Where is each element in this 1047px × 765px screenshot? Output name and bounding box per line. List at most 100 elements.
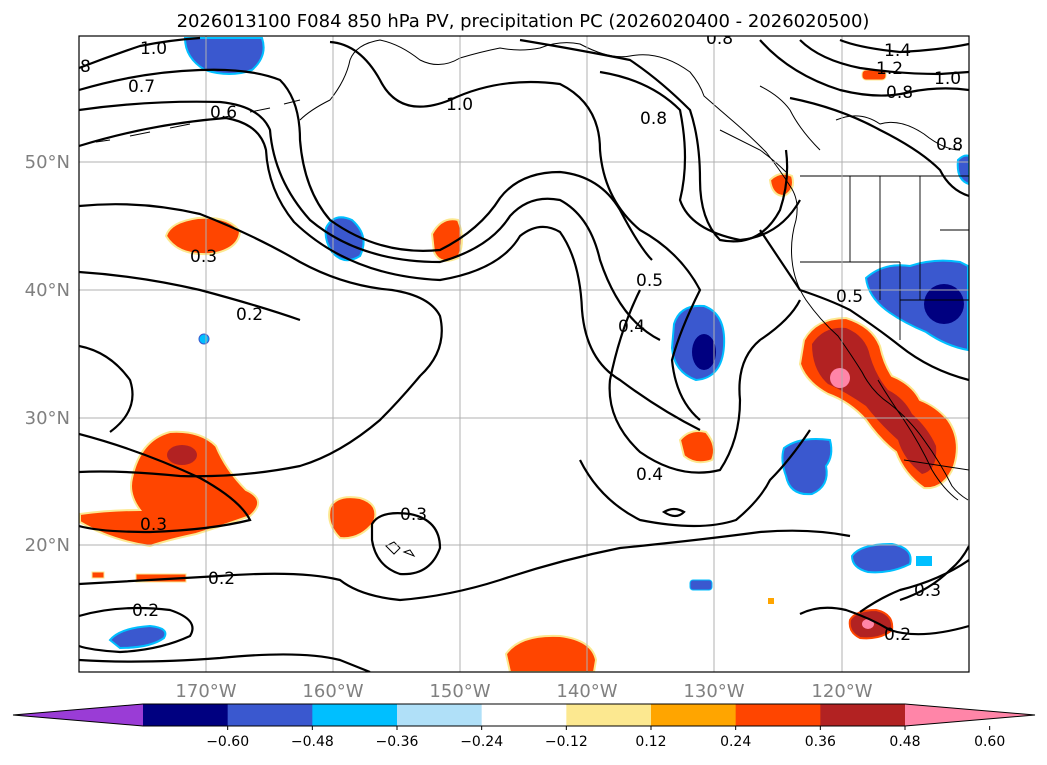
contour-label: 0.8 <box>640 109 667 129</box>
colorbar-segment <box>227 704 313 726</box>
contour-line <box>79 606 194 654</box>
map-panel: 1.0 0.7 0.6 8 1.0 0.8 0.8 1.4 1.2 1.0 0.… <box>78 29 970 673</box>
precip-blob-positive <box>504 634 598 672</box>
contour-label: 0.8 <box>936 135 963 155</box>
lon-label-160w: 160°W <box>302 681 363 702</box>
pv-contours <box>79 36 969 672</box>
lon-label-130w: 130°W <box>683 681 744 702</box>
contour-label: 1.0 <box>446 95 473 115</box>
precip-blob-peak <box>167 445 197 465</box>
colorbar-tick-label: −0.36 <box>376 734 419 750</box>
contour-label: 1.0 <box>140 39 167 59</box>
precip-blob-peak <box>830 368 850 388</box>
contour-line <box>608 289 801 474</box>
precip-blob-negative <box>198 333 210 345</box>
contour-line <box>79 344 252 534</box>
precip-blob-negative <box>108 624 167 650</box>
contour-line <box>789 96 969 198</box>
contour-labels: 1.0 0.7 0.6 8 1.0 0.8 0.8 1.4 1.2 1.0 0.… <box>80 29 963 645</box>
precip-blob-core <box>812 327 937 474</box>
contour-label: 1.0 <box>934 69 961 89</box>
colorbar-tick-label: 0.12 <box>635 734 666 750</box>
coastline-hawaii <box>385 541 416 558</box>
figure-title: 2026013100 F084 850 hPa PV, precipitatio… <box>177 11 870 32</box>
contour-line <box>79 68 653 261</box>
contour-line <box>329 40 702 421</box>
coastline-baja <box>877 379 959 501</box>
contour-line <box>519 38 789 243</box>
contour-line <box>79 203 443 478</box>
contour-line <box>79 653 371 672</box>
contour-label: 8 <box>80 57 91 77</box>
precip-blob-positive <box>678 430 715 464</box>
border-us-mexico <box>903 459 969 471</box>
lon-label-140w: 140°W <box>556 681 617 702</box>
lat-label-20n: 20°N <box>25 535 70 556</box>
contour-label: 0.2 <box>132 601 159 621</box>
colorbar-tick-label: −0.48 <box>291 734 334 750</box>
precip-blob-peak <box>924 284 964 324</box>
precip-blob-negative <box>864 259 969 352</box>
contour-line <box>759 229 969 382</box>
contour-line <box>899 545 969 602</box>
precip-blob-negative <box>183 37 265 75</box>
lon-label-150w: 150°W <box>429 681 490 702</box>
contour-label: 0.2 <box>208 569 235 589</box>
colorbar-segment <box>566 704 652 726</box>
contour-line <box>79 270 301 322</box>
contour-label: 0.7 <box>128 77 155 97</box>
colorbar-segment <box>735 704 821 726</box>
lon-label-120w: 120°W <box>811 681 872 702</box>
precip-blob-peak <box>862 619 874 629</box>
contour-line <box>599 70 801 242</box>
contour-line <box>370 512 442 576</box>
coastline-us-west <box>789 185 969 501</box>
contour-label: 1.4 <box>884 41 911 61</box>
colorbar-segment <box>143 704 229 726</box>
precip-blob-negative <box>689 579 713 591</box>
contour-label: 0.8 <box>706 29 733 49</box>
lat-label-30n: 30°N <box>25 408 70 429</box>
colorbar-tick-label: −0.60 <box>206 734 249 750</box>
contour-label: 0.4 <box>636 465 663 485</box>
colorbar-tick-label: 0.48 <box>889 734 920 750</box>
colorbar-segment <box>312 704 398 726</box>
lat-label-40n: 40°N <box>25 280 70 301</box>
contour-label: 0.6 <box>210 103 237 123</box>
colorbar-outline <box>12 703 1036 727</box>
contour-label: 0.3 <box>914 581 941 601</box>
colorbar: −0.60 −0.48 −0.36 −0.24 −0.12 0.12 0.24 0.36 0.4… <box>12 703 1036 750</box>
contour-line <box>859 559 969 613</box>
lat-label-50n: 50°N <box>25 152 70 173</box>
contour-label: 0.2 <box>236 305 263 325</box>
map-frame <box>78 35 970 673</box>
contour-line <box>799 606 969 636</box>
contour-line <box>839 38 969 54</box>
coastline-bc <box>719 85 821 173</box>
political-borders <box>800 175 969 471</box>
contour-line <box>79 100 661 341</box>
precip-blob-positive <box>768 598 774 604</box>
contour-label: 1.2 <box>876 59 903 79</box>
contour-label: 0.3 <box>190 247 217 267</box>
coastline-canada <box>835 115 961 151</box>
colorbar-tick-label: −0.24 <box>460 734 503 750</box>
contour-line <box>79 529 851 602</box>
contour-line <box>759 39 969 97</box>
gridlines <box>79 36 969 672</box>
contour-line <box>579 429 811 528</box>
precip-blob-peak <box>692 334 716 370</box>
precip-blob-negative <box>956 154 969 186</box>
contour-label: 0.3 <box>140 515 167 535</box>
precip-blob-positive <box>91 571 105 579</box>
contour-line <box>661 507 686 518</box>
colorbar-segment <box>481 704 567 726</box>
contour-label: 0.8 <box>886 83 913 103</box>
colorbar-tick-label: −0.12 <box>545 734 588 750</box>
contour-line <box>79 36 201 70</box>
colorbar-tick-label: 0.24 <box>720 734 751 750</box>
colorbar-segment <box>397 704 483 726</box>
border-states <box>800 176 969 340</box>
colorbar-extend-max <box>905 704 1035 726</box>
